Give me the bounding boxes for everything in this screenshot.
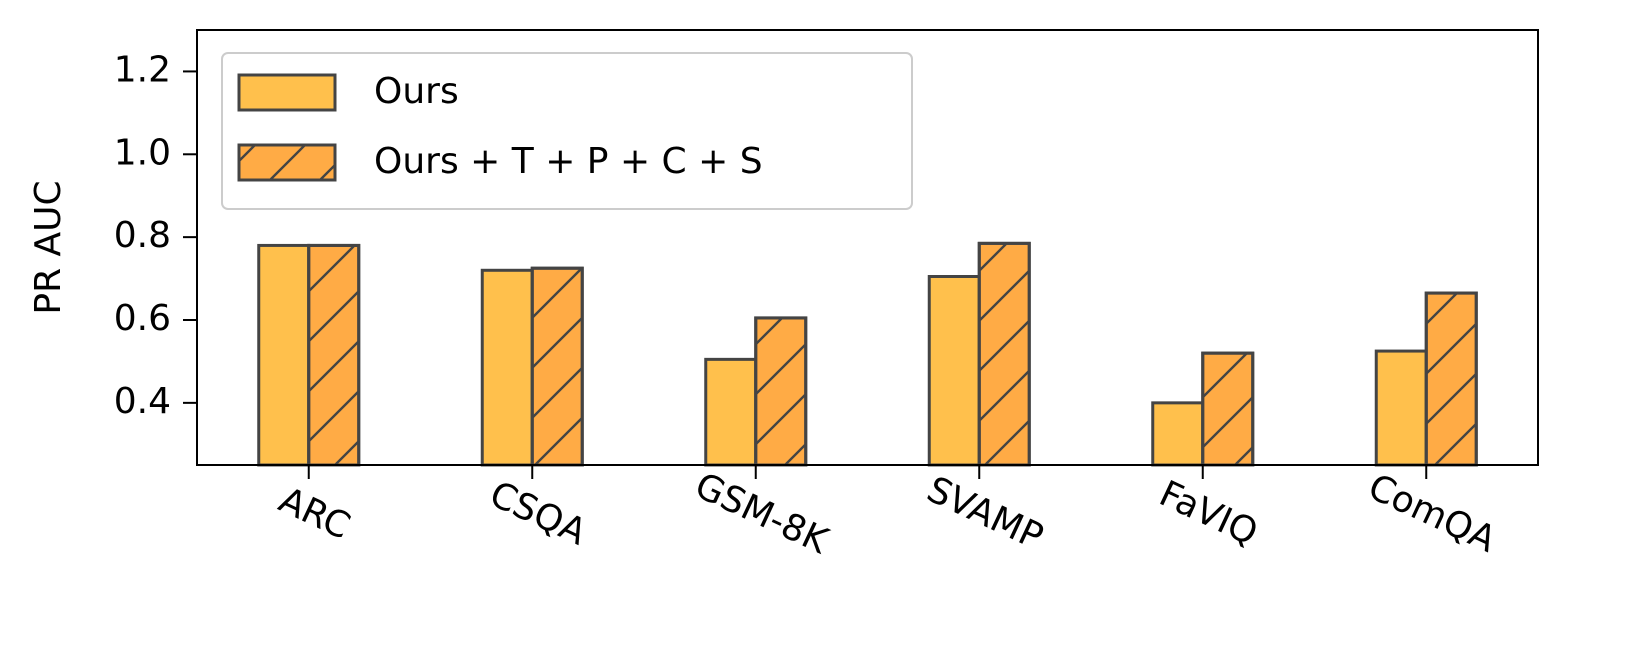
bar-hatch-gsm-8k	[755, 317, 806, 465]
legend-label-ours: Ours	[374, 71, 459, 112]
x-tick-label-csqa: CSQA	[483, 474, 592, 554]
bar-gsm-8k-ours	[704, 357, 758, 467]
y-tick-label: 1.0	[114, 132, 171, 173]
legend-frame	[221, 52, 913, 210]
plot-frame	[196, 29, 1539, 466]
bar-hatch-arc	[308, 245, 359, 465]
bar-faviq-ours	[1151, 401, 1205, 467]
y-tick-label: 0.6	[114, 298, 171, 339]
bar-csqa-ours	[480, 268, 534, 467]
y-axis-label: PR AUC	[28, 180, 69, 314]
bar-arc-ours	[257, 243, 311, 467]
legend: Ours Ours + T + P + C + S	[221, 52, 913, 210]
plot-area	[257, 241, 1478, 467]
x-tick-label-comqa: ComQA	[1362, 466, 1502, 560]
bar-hatch-comqa	[1426, 293, 1477, 465]
legend-label-ours-tpcs: Ours + T + P + C + S	[374, 141, 763, 182]
x-tick-label-svamp: SVAMP	[921, 469, 1049, 558]
bar-svamp-ours	[927, 275, 981, 467]
bar-hatch-csqa	[532, 268, 583, 465]
y-tick-label: 0.4	[114, 381, 171, 422]
legend-swatch-hatch	[240, 146, 334, 179]
bar-hatch-faviq	[1202, 353, 1253, 465]
y-tick-label: 0.8	[114, 215, 171, 256]
x-tick-label-arc: ARC	[273, 480, 356, 548]
y-tick-label: 1.2	[114, 49, 171, 90]
bar-hatch-svamp	[979, 243, 1030, 465]
x-tick-label-faviq: FaVIQ	[1153, 473, 1264, 554]
bar-comqa-ours	[1374, 349, 1428, 467]
legend-swatch-ours	[237, 73, 337, 112]
x-tick-label-gsm-8k: GSM-8K	[689, 465, 836, 562]
